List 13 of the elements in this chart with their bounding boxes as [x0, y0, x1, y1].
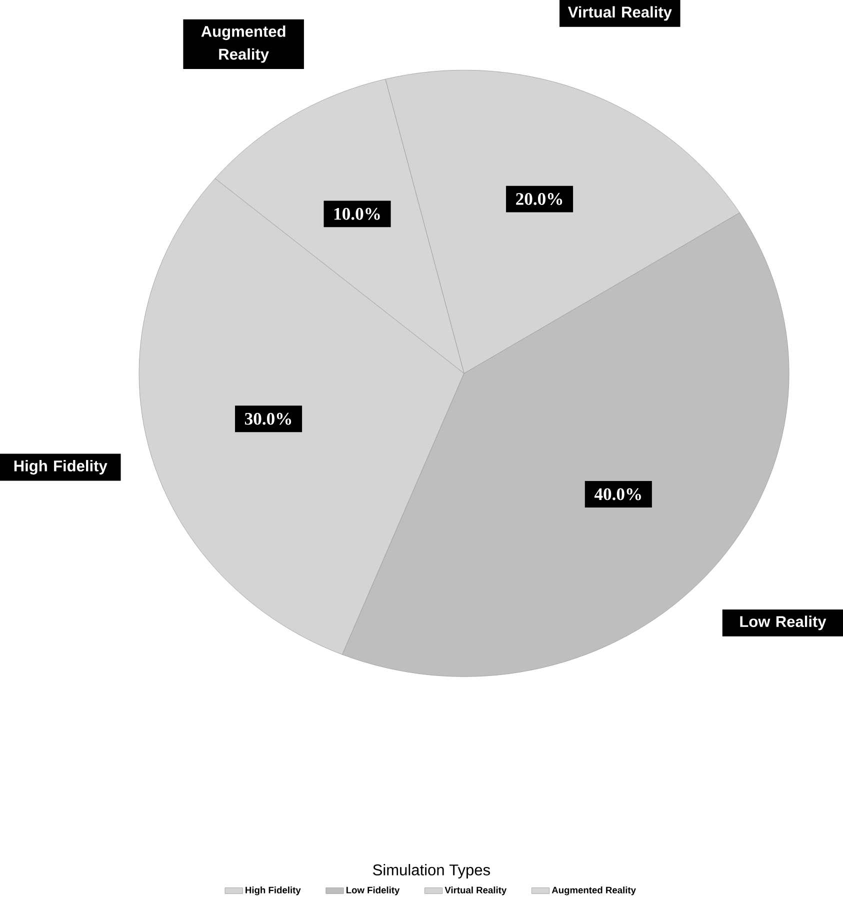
legend-label: Augmented Reality [552, 886, 636, 896]
legend-label: Low Fidelity [346, 886, 400, 896]
text: Augmented Reality [201, 26, 286, 63]
data-label: 20.0% [516, 193, 562, 206]
data-label: 30.0% [244, 412, 292, 425]
data-label: 10.0% [334, 208, 380, 220]
legend-title: Simulation Types [372, 864, 490, 878]
legend-label: High Fidelity [246, 886, 301, 896]
legend-label: Virtual Reality [444, 886, 507, 896]
data-label: 40.0% [594, 488, 641, 500]
text: High Fidelity [14, 460, 108, 475]
text: Virtual Reality [568, 6, 672, 21]
text: Low Reality [740, 616, 826, 630]
